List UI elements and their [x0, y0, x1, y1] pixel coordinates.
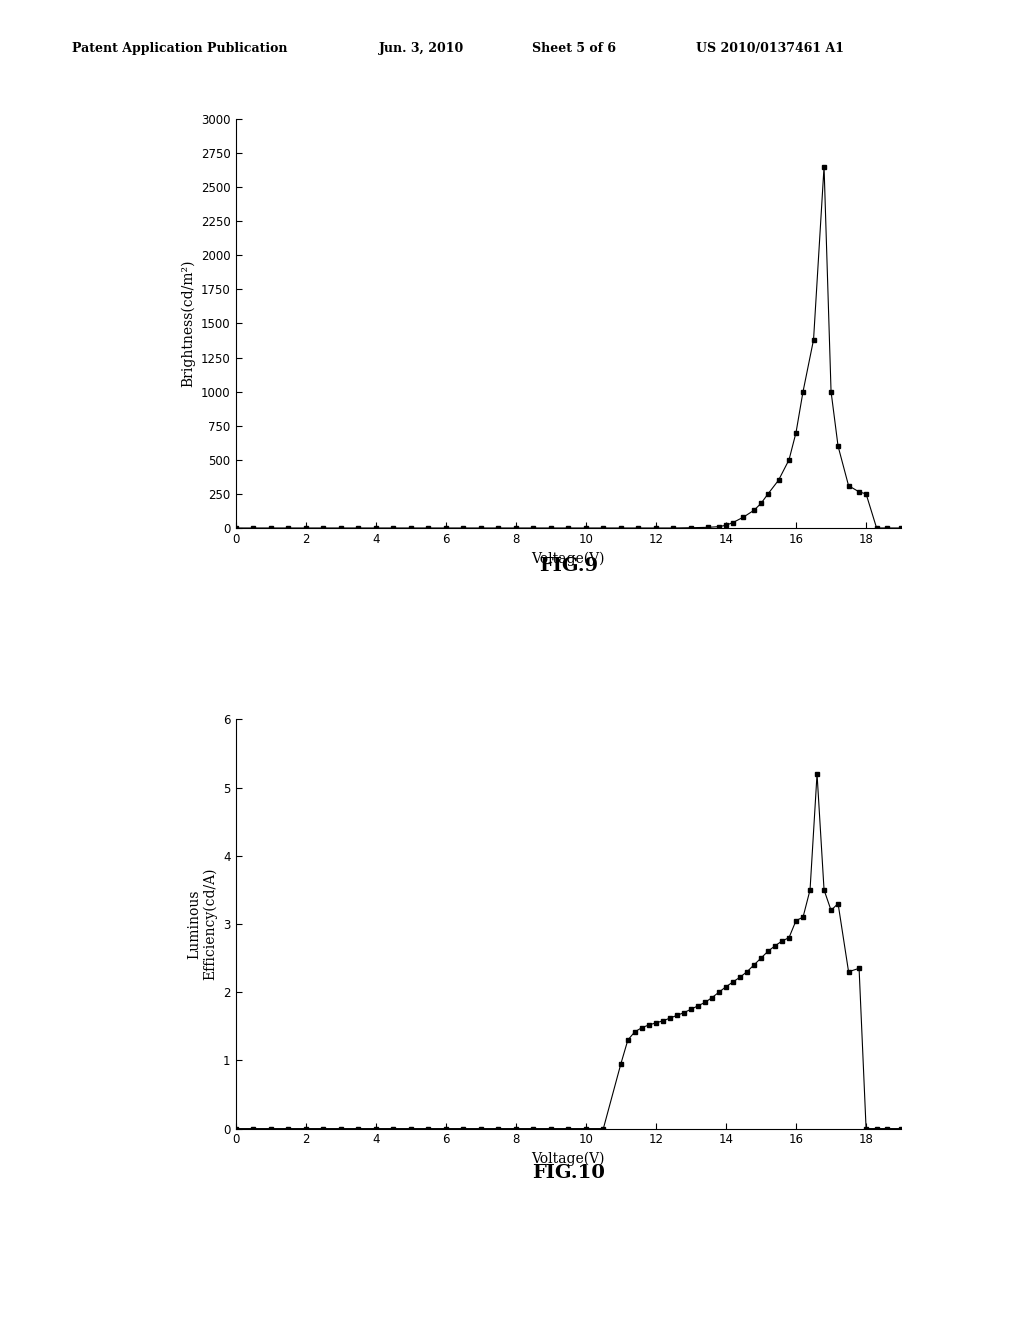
Text: Sheet 5 of 6: Sheet 5 of 6	[532, 42, 616, 55]
Text: Patent Application Publication: Patent Application Publication	[72, 42, 287, 55]
X-axis label: Voltage(V): Voltage(V)	[531, 1152, 605, 1167]
Text: Jun. 3, 2010: Jun. 3, 2010	[379, 42, 464, 55]
Y-axis label: Luminous
Efficiency(cd/A): Luminous Efficiency(cd/A)	[187, 867, 218, 981]
Text: FIG.9: FIG.9	[539, 557, 598, 576]
X-axis label: Voltage(V): Voltage(V)	[531, 552, 605, 566]
Text: FIG.10: FIG.10	[531, 1164, 605, 1183]
Y-axis label: Brightness(cd/m²): Brightness(cd/m²)	[181, 260, 196, 387]
Text: US 2010/0137461 A1: US 2010/0137461 A1	[696, 42, 845, 55]
